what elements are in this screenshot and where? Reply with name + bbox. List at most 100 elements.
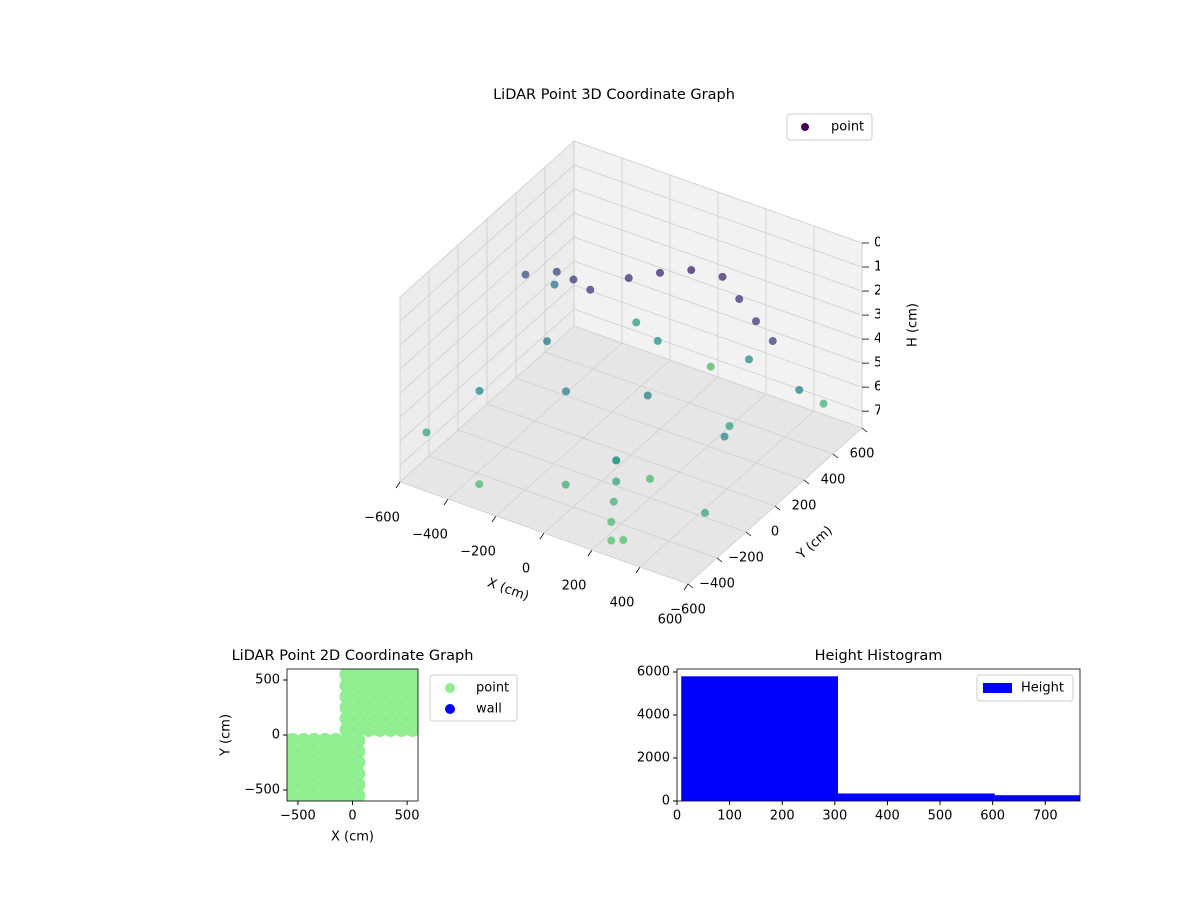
point — [718, 272, 727, 281]
point — [752, 317, 760, 326]
y-tick-label: 500 — [255, 673, 280, 688]
point — [643, 391, 652, 400]
point — [317, 744, 333, 759]
point — [339, 788, 355, 801]
point — [372, 722, 388, 737]
x-tick-label: 100 — [717, 809, 742, 824]
point — [350, 755, 366, 770]
point — [383, 669, 399, 682]
z-tick-label: 300 — [874, 308, 899, 323]
grid-line — [573, 284, 863, 388]
point — [328, 777, 344, 792]
point — [383, 711, 399, 726]
point — [361, 722, 377, 737]
y-tick-label: 400 — [821, 473, 846, 488]
grid-line — [573, 308, 863, 412]
point — [361, 678, 377, 693]
tick-mark — [683, 583, 689, 591]
point — [521, 270, 530, 279]
plot-3d: −600−400−2000200400600−600−400−200020040… — [364, 140, 899, 628]
point — [819, 399, 828, 408]
x-tick-label: 0 — [348, 809, 356, 824]
plot-2d — [287, 669, 418, 801]
point — [317, 733, 333, 748]
x-tick-label: 400 — [610, 596, 635, 611]
bar — [681, 676, 838, 801]
point — [405, 669, 418, 682]
y-tick-label: 0 — [662, 794, 670, 809]
x-tick-label: 200 — [562, 579, 587, 594]
tick-mark — [745, 531, 752, 537]
point — [287, 777, 300, 792]
point — [350, 788, 366, 801]
point — [612, 456, 621, 465]
grid-line — [457, 429, 747, 533]
chart-title: Height Histogram — [815, 648, 943, 664]
x-tick-label: 600 — [980, 809, 1005, 824]
point — [306, 788, 322, 801]
point — [339, 766, 355, 781]
point — [339, 700, 355, 715]
point — [624, 274, 633, 283]
point — [328, 766, 344, 781]
point — [372, 711, 388, 726]
x-tick-label: −400 — [412, 528, 448, 543]
z-tick-label: 400 — [874, 332, 899, 347]
y-tick-label: 6000 — [637, 665, 670, 680]
x-tick-label: 600 — [658, 613, 683, 628]
grid-line — [399, 188, 575, 346]
point — [383, 689, 399, 704]
y-axis-label: Y (cm) — [794, 523, 836, 563]
point — [394, 722, 410, 737]
chart-title: LiDAR Point 2D Coordinate Graph — [232, 648, 474, 664]
grid-line — [399, 481, 689, 585]
point — [361, 700, 377, 715]
point — [394, 678, 410, 693]
grid-line — [399, 284, 575, 442]
point — [350, 669, 366, 682]
point — [612, 477, 621, 486]
grid-line — [486, 403, 776, 507]
grid-line — [573, 212, 863, 316]
point — [619, 535, 628, 544]
point — [295, 755, 311, 770]
grid-line — [573, 188, 863, 292]
point — [339, 722, 355, 737]
y-tick-label: 0 — [771, 525, 779, 540]
z-axis-label: H (cm) — [906, 303, 921, 347]
y-axis-label: Y (cm) — [219, 714, 234, 757]
point — [339, 689, 355, 704]
point — [687, 266, 696, 275]
y-tick-label: −500 — [244, 783, 280, 798]
point — [317, 788, 333, 801]
point — [653, 336, 662, 345]
point — [569, 275, 578, 284]
tick-mark — [832, 453, 839, 459]
point — [339, 711, 355, 726]
z-tick-label: 200 — [874, 284, 899, 299]
bar — [837, 793, 995, 801]
point — [768, 337, 777, 346]
point — [295, 744, 311, 759]
point — [372, 678, 388, 693]
point — [372, 700, 388, 715]
tick-mark — [861, 427, 868, 433]
x-axis-label: X (cm) — [331, 830, 374, 845]
point — [405, 711, 418, 726]
point — [339, 733, 355, 748]
point — [383, 700, 399, 715]
point — [339, 744, 355, 759]
grid-line — [399, 212, 575, 370]
grid-line — [573, 164, 863, 268]
y-tick-label: 4000 — [637, 708, 670, 723]
grid-line — [573, 260, 863, 364]
legend-marker — [445, 704, 455, 714]
tick-mark — [587, 549, 593, 557]
point — [383, 678, 399, 693]
point — [552, 267, 561, 276]
point — [350, 744, 366, 759]
z-tick-label: 0 — [874, 236, 882, 251]
point — [361, 669, 377, 682]
point — [706, 362, 715, 371]
point — [350, 733, 366, 748]
